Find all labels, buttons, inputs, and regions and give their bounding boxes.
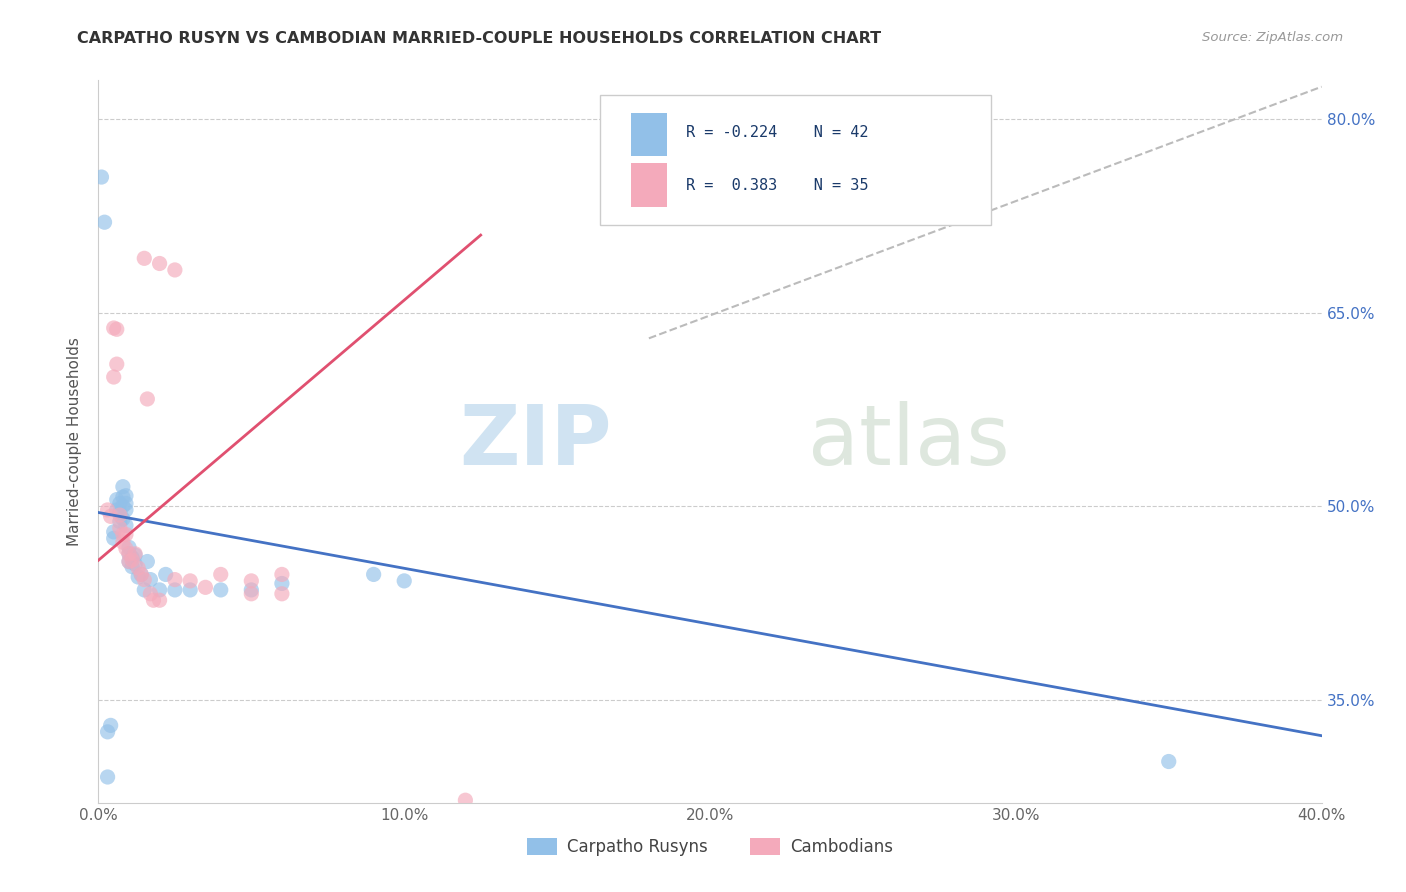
- Point: [392, 574, 416, 588]
- Point: [124, 547, 146, 561]
- Point: [118, 547, 141, 561]
- Point: [105, 357, 128, 371]
- Point: [139, 587, 162, 601]
- Point: [149, 582, 172, 597]
- Point: [97, 503, 120, 517]
- Point: [118, 547, 141, 561]
- Point: [105, 503, 128, 517]
- Point: [270, 587, 292, 601]
- Text: R = -0.224    N = 42: R = -0.224 N = 42: [686, 125, 868, 140]
- Point: [103, 524, 125, 539]
- Point: [194, 580, 217, 594]
- Point: [111, 499, 134, 513]
- Point: [118, 555, 141, 569]
- Point: [209, 567, 232, 582]
- Point: [108, 515, 131, 529]
- Point: [103, 531, 125, 545]
- Point: [209, 582, 232, 597]
- Text: ZIP: ZIP: [460, 401, 612, 482]
- Point: [134, 252, 156, 266]
- Point: [100, 509, 122, 524]
- Text: atlas: atlas: [808, 401, 1010, 482]
- Point: [115, 496, 138, 510]
- Point: [240, 587, 263, 601]
- Point: [129, 567, 152, 582]
- Point: [115, 541, 138, 556]
- Point: [115, 527, 138, 541]
- Point: [240, 574, 263, 588]
- Text: Source: ZipAtlas.com: Source: ZipAtlas.com: [1202, 31, 1343, 45]
- Point: [149, 256, 172, 270]
- Point: [121, 550, 143, 565]
- Point: [136, 392, 159, 406]
- Point: [111, 490, 134, 504]
- Bar: [630, 112, 668, 156]
- Point: [240, 582, 263, 597]
- Point: [155, 567, 177, 582]
- Point: [118, 541, 141, 555]
- Point: [108, 496, 131, 510]
- Point: [103, 370, 125, 384]
- Point: [163, 573, 186, 587]
- Point: [108, 521, 131, 535]
- Point: [108, 506, 131, 520]
- Point: [118, 555, 141, 569]
- Point: [136, 555, 159, 569]
- Point: [115, 518, 138, 533]
- Point: [105, 322, 128, 336]
- Point: [124, 557, 146, 571]
- Point: [90, 169, 112, 184]
- Point: [111, 512, 134, 526]
- Point: [124, 548, 146, 562]
- Point: [179, 574, 201, 588]
- Point: [134, 573, 156, 587]
- Point: [93, 215, 115, 229]
- Point: [115, 503, 138, 517]
- Point: [111, 480, 134, 494]
- Point: [363, 567, 385, 582]
- Text: R =  0.383    N = 35: R = 0.383 N = 35: [686, 178, 868, 193]
- Legend: Carpatho Rusyns, Cambodians: Carpatho Rusyns, Cambodians: [520, 831, 900, 863]
- Point: [270, 576, 292, 591]
- Point: [100, 718, 122, 732]
- Point: [270, 567, 292, 582]
- FancyBboxPatch shape: [600, 95, 991, 225]
- Point: [149, 593, 172, 607]
- Point: [127, 561, 149, 575]
- Point: [163, 582, 186, 597]
- Point: [121, 559, 143, 574]
- Point: [103, 321, 125, 335]
- Point: [121, 553, 143, 567]
- Point: [97, 724, 120, 739]
- Point: [108, 508, 131, 522]
- Point: [129, 567, 152, 582]
- Point: [115, 489, 138, 503]
- Point: [1157, 755, 1180, 769]
- Point: [105, 492, 128, 507]
- Bar: [630, 163, 668, 207]
- Point: [111, 527, 134, 541]
- Y-axis label: Married-couple Households: Married-couple Households: [67, 337, 83, 546]
- Point: [97, 770, 120, 784]
- Point: [111, 535, 134, 549]
- Point: [163, 263, 186, 277]
- Text: CARPATHO RUSYN VS CAMBODIAN MARRIED-COUPLE HOUSEHOLDS CORRELATION CHART: CARPATHO RUSYN VS CAMBODIAN MARRIED-COUP…: [77, 31, 882, 46]
- Point: [179, 582, 201, 597]
- Point: [454, 793, 477, 807]
- Point: [139, 573, 162, 587]
- Point: [127, 570, 149, 584]
- Point: [142, 593, 165, 607]
- Point: [134, 582, 156, 597]
